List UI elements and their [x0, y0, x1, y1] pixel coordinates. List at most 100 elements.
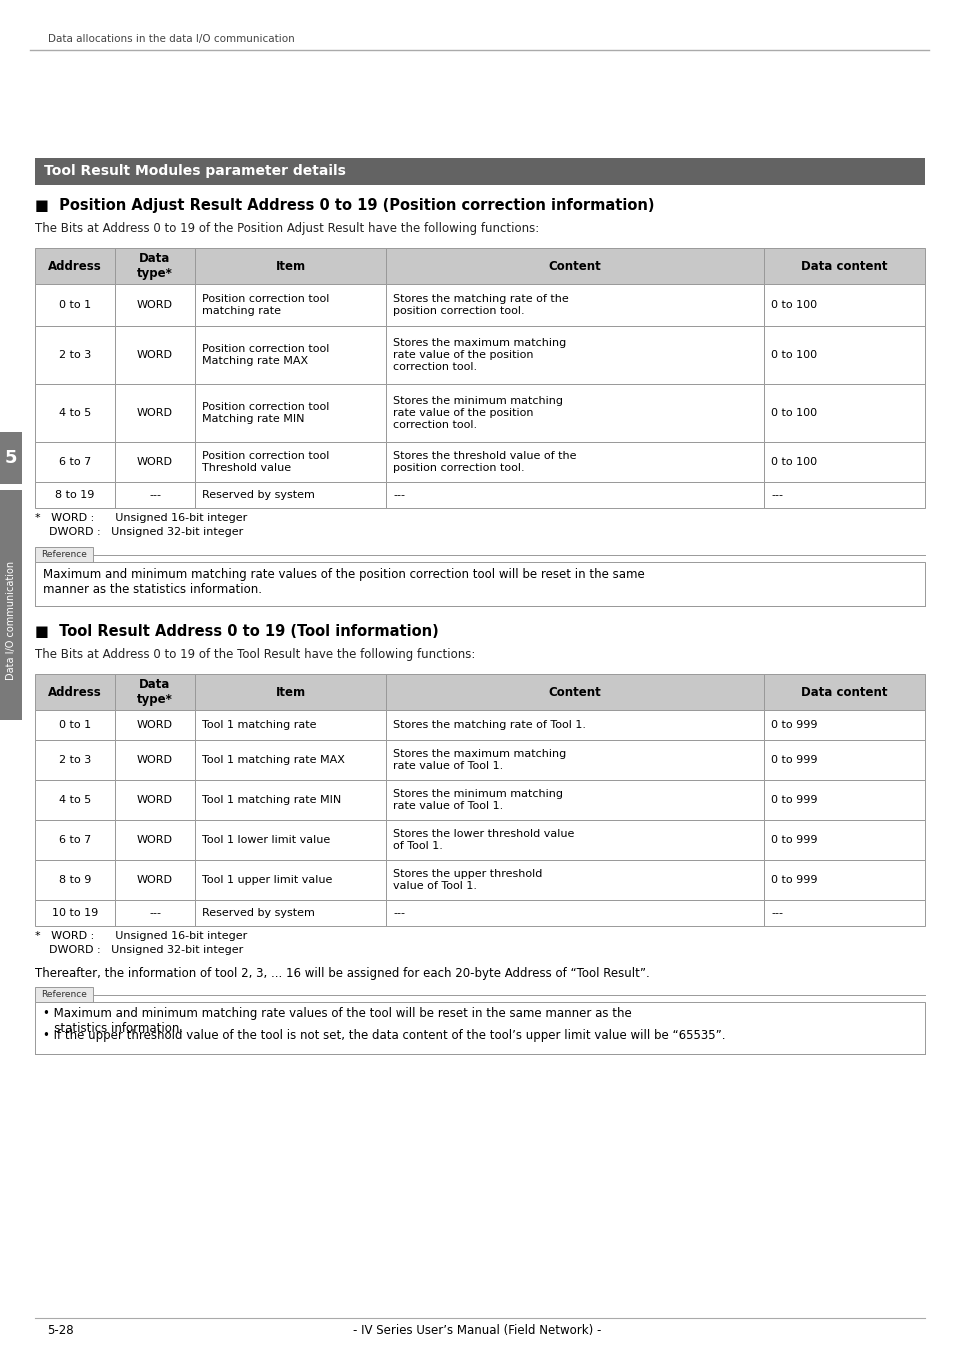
Bar — [35, 987, 92, 1002]
Text: The Bits at Address 0 to 19 of the Tool Result have the following functions:: The Bits at Address 0 to 19 of the Tool … — [35, 648, 475, 661]
Text: 0 to 100: 0 to 100 — [770, 350, 817, 360]
Text: DWORD :   Unsigned 32-bit integer: DWORD : Unsigned 32-bit integer — [35, 945, 243, 954]
Bar — [763, 248, 924, 284]
Bar — [194, 820, 386, 860]
Text: Stores the matching rate of the
position correction tool.: Stores the matching rate of the position… — [393, 294, 568, 315]
Bar — [194, 284, 386, 326]
Bar — [35, 860, 115, 900]
Text: WORD: WORD — [137, 795, 172, 805]
Bar — [763, 674, 924, 710]
Bar — [194, 860, 386, 900]
Bar — [763, 820, 924, 860]
Text: 5-28: 5-28 — [47, 1324, 73, 1337]
Text: Item: Item — [275, 260, 305, 272]
Bar — [35, 740, 115, 780]
Text: The Bits at Address 0 to 19 of the Position Adjust Result have the following fun: The Bits at Address 0 to 19 of the Posit… — [35, 222, 538, 235]
Text: 0 to 100: 0 to 100 — [770, 457, 817, 466]
Text: 0 to 999: 0 to 999 — [770, 795, 817, 805]
Text: 0 to 1: 0 to 1 — [59, 301, 91, 310]
Text: Position correction tool
Matching rate MIN: Position correction tool Matching rate M… — [202, 402, 329, 423]
Bar — [0, 491, 22, 720]
Text: 4 to 5: 4 to 5 — [59, 795, 91, 805]
Text: 6 to 7: 6 to 7 — [59, 457, 91, 466]
Text: Item: Item — [275, 686, 305, 698]
Bar — [763, 780, 924, 820]
Bar — [386, 674, 763, 710]
Bar — [386, 780, 763, 820]
Bar — [194, 326, 386, 384]
Bar — [763, 384, 924, 442]
Bar — [386, 820, 763, 860]
Text: *   WORD :      Unsigned 16-bit integer: * WORD : Unsigned 16-bit integer — [35, 514, 247, 523]
Text: Stores the minimum matching
rate value of Tool 1.: Stores the minimum matching rate value o… — [393, 789, 562, 810]
Bar — [386, 710, 763, 740]
Text: Data content: Data content — [801, 686, 887, 698]
Text: WORD: WORD — [137, 301, 172, 310]
Bar — [763, 442, 924, 483]
Bar — [115, 710, 194, 740]
Bar — [194, 248, 386, 284]
Bar — [763, 740, 924, 780]
Text: Tool 1 matching rate MAX: Tool 1 matching rate MAX — [202, 755, 345, 766]
Bar — [386, 248, 763, 284]
Bar — [35, 780, 115, 820]
Text: 8 to 19: 8 to 19 — [55, 491, 94, 500]
Bar — [0, 431, 22, 484]
Bar — [194, 442, 386, 483]
Bar — [35, 442, 115, 483]
Bar — [115, 900, 194, 926]
Text: 0 to 100: 0 to 100 — [770, 408, 817, 418]
Text: WORD: WORD — [137, 834, 172, 845]
Text: ---: --- — [770, 491, 782, 500]
Text: Content: Content — [548, 686, 600, 698]
Bar — [35, 248, 115, 284]
Text: WORD: WORD — [137, 350, 172, 360]
Bar — [35, 820, 115, 860]
Text: *   WORD :      Unsigned 16-bit integer: * WORD : Unsigned 16-bit integer — [35, 931, 247, 941]
Bar — [194, 710, 386, 740]
Text: Stores the matching rate of Tool 1.: Stores the matching rate of Tool 1. — [393, 720, 585, 731]
Text: ---: --- — [393, 491, 405, 500]
Text: Data I/O communication: Data I/O communication — [6, 561, 16, 679]
Text: ---: --- — [149, 909, 161, 918]
Text: ---: --- — [393, 909, 405, 918]
Text: WORD: WORD — [137, 875, 172, 886]
Text: Stores the lower threshold value
of Tool 1.: Stores the lower threshold value of Tool… — [393, 829, 574, 851]
Bar — [386, 326, 763, 384]
Bar — [763, 483, 924, 508]
Text: WORD: WORD — [137, 720, 172, 731]
Bar — [35, 1002, 924, 1054]
Text: ---: --- — [770, 909, 782, 918]
Text: 0 to 999: 0 to 999 — [770, 875, 817, 886]
Text: ---: --- — [149, 491, 161, 500]
Text: Reference: Reference — [41, 550, 87, 559]
Text: ■  Position Adjust Result Address 0 to 19 (Position correction information): ■ Position Adjust Result Address 0 to 19… — [35, 198, 654, 213]
Text: Position correction tool
matching rate: Position correction tool matching rate — [202, 294, 329, 315]
Bar — [35, 562, 924, 607]
Bar — [386, 442, 763, 483]
Text: Data content: Data content — [801, 260, 887, 272]
Text: 0 to 999: 0 to 999 — [770, 755, 817, 766]
Text: 4 to 5: 4 to 5 — [59, 408, 91, 418]
Bar — [35, 900, 115, 926]
Bar — [763, 284, 924, 326]
Text: Stores the maximum matching
rate value of the position
correction tool.: Stores the maximum matching rate value o… — [393, 338, 566, 372]
Text: Stores the threshold value of the
position correction tool.: Stores the threshold value of the positi… — [393, 452, 576, 473]
Bar — [763, 710, 924, 740]
Text: 2 to 3: 2 to 3 — [59, 350, 91, 360]
Text: Tool Result Modules parameter details: Tool Result Modules parameter details — [44, 164, 346, 178]
Bar — [115, 674, 194, 710]
Text: Data allocations in the data I/O communication: Data allocations in the data I/O communi… — [48, 34, 294, 44]
Bar — [386, 284, 763, 326]
Text: Address: Address — [48, 260, 102, 272]
Bar — [194, 384, 386, 442]
Text: - IV Series User’s Manual (Field Network) -: - IV Series User’s Manual (Field Network… — [353, 1324, 600, 1337]
Text: Position correction tool
Threshold value: Position correction tool Threshold value — [202, 452, 329, 473]
Bar — [194, 900, 386, 926]
Text: 0 to 999: 0 to 999 — [770, 834, 817, 845]
Text: WORD: WORD — [137, 408, 172, 418]
Bar — [115, 820, 194, 860]
Text: Address: Address — [48, 686, 102, 698]
Bar — [386, 483, 763, 508]
Bar — [115, 384, 194, 442]
